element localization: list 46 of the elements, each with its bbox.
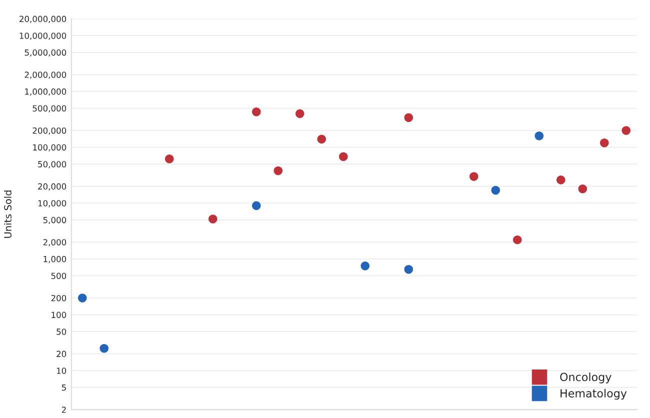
y-tick-label: 5,000 xyxy=(43,216,66,224)
point xyxy=(556,176,566,184)
point xyxy=(295,109,304,118)
point xyxy=(252,201,261,210)
y-tick-label: 1,000,000 xyxy=(25,88,66,96)
point xyxy=(404,113,414,122)
y-tick-label: 5,000,000 xyxy=(24,49,66,57)
point xyxy=(534,131,544,140)
point xyxy=(600,138,609,148)
y-tick-label: 100,000 xyxy=(33,144,66,152)
y-tick-label: 10 xyxy=(56,368,66,374)
y-tick-label: 20,000 xyxy=(38,183,66,190)
point xyxy=(252,108,261,116)
y-tick-label: 500,000 xyxy=(32,105,66,112)
y-axis-title: Units Sold xyxy=(4,190,12,238)
legend-label: Hematology xyxy=(560,388,627,400)
point xyxy=(512,235,522,244)
point xyxy=(469,172,478,181)
y-tick-label: 200 xyxy=(51,294,66,302)
y-tick-label: 5 xyxy=(62,384,66,391)
y-tick-label: 50 xyxy=(56,328,66,335)
point xyxy=(208,214,218,224)
y-tick-label: 2 xyxy=(62,406,66,413)
point xyxy=(274,166,283,176)
y-tick-label: 10,000,000 xyxy=(20,32,66,40)
point xyxy=(404,265,414,274)
point xyxy=(360,262,370,270)
point xyxy=(578,184,588,194)
y-tick-label: 10,000 xyxy=(38,200,66,208)
y-tick-label: 2,000 xyxy=(43,239,66,246)
point xyxy=(338,152,348,162)
legend-label: Oncology xyxy=(560,372,612,384)
y-tick-label: 1,000 xyxy=(44,256,66,264)
y-tick-label: 100 xyxy=(52,312,66,318)
y-tick-label: 200,000 xyxy=(32,127,66,135)
y-tick-label: 20,000,000 xyxy=(20,16,66,23)
y-tick-label: 500 xyxy=(51,272,66,280)
point xyxy=(622,126,631,135)
y-tick-label: 20 xyxy=(56,350,66,358)
point xyxy=(491,186,500,195)
point xyxy=(100,344,109,353)
point xyxy=(317,134,326,144)
y-tick-label: 2,000,000 xyxy=(24,72,66,79)
y-tick-label: 50,000 xyxy=(38,161,66,168)
point xyxy=(78,294,87,302)
point xyxy=(164,154,174,164)
